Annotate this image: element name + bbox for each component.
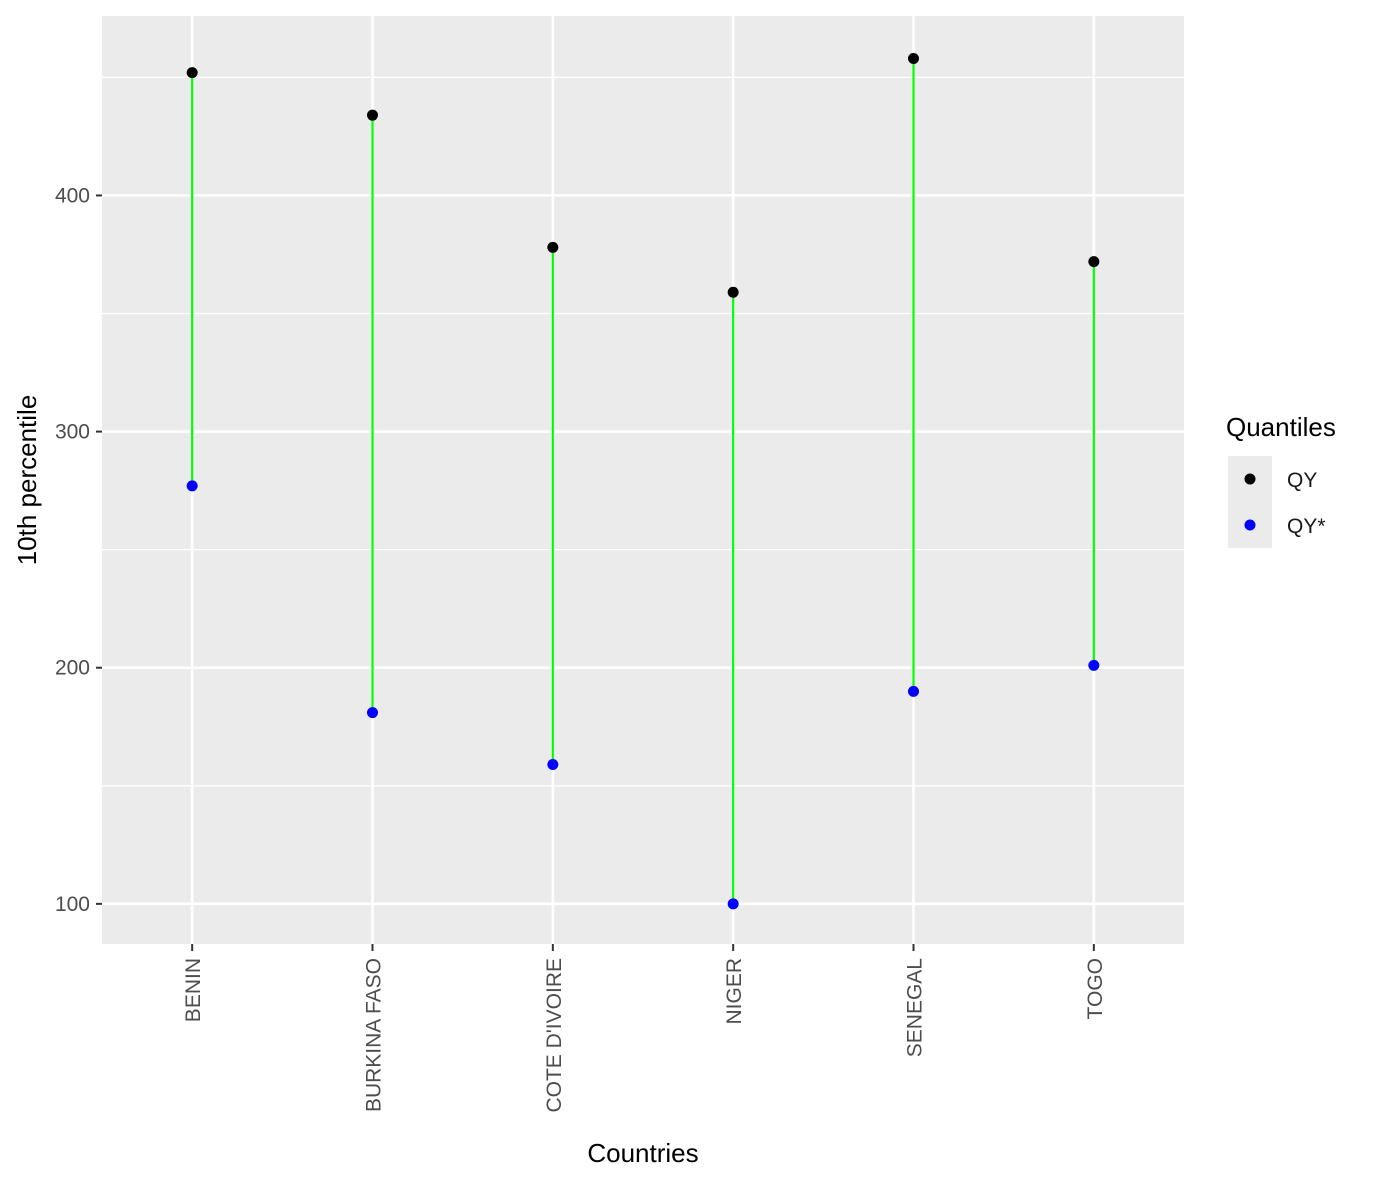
x-tick-label: TOGO	[1084, 958, 1107, 1019]
point-qy-benin	[186, 480, 198, 492]
point-qy-burkina-faso	[367, 707, 378, 719]
point-qy-cote-d-ivoire	[547, 759, 559, 771]
x-tick-label: NIGER	[723, 958, 746, 1025]
plot-panel	[102, 16, 1184, 944]
y-tick-label: 100	[55, 893, 90, 916]
legend-label: QY	[1287, 469, 1317, 492]
x-axis: BENIN BURKINA FASO COTE D'IVOIRE NIGER SENEG…	[182, 944, 1107, 1113]
legend-key-background	[1228, 456, 1272, 548]
point-qy-togo	[1088, 256, 1100, 268]
y-axis-title: 10th percentile	[12, 395, 42, 566]
data-points	[186, 53, 1100, 910]
legend-entries: QY QY*	[1244, 469, 1326, 538]
legend-label: QY*	[1287, 515, 1326, 538]
minor-gridlines	[102, 76, 1184, 787]
legend-key	[1244, 473, 1256, 485]
x-axis-title: Countries	[587, 1138, 698, 1168]
x-tick-label: BURKINA FASO	[363, 958, 386, 1112]
legend-key	[1244, 519, 1256, 531]
point-qy-cote-d-ivoire	[547, 241, 559, 253]
point-qy-niger	[727, 898, 739, 910]
dumbbell-segments	[191, 58, 1095, 904]
point-qy-niger	[727, 286, 739, 298]
legend: Quantiles QY QY*	[1226, 412, 1336, 548]
y-tick-label: 400	[55, 184, 90, 207]
y-tick-label: 200	[55, 657, 90, 680]
legend-title: Quantiles	[1226, 412, 1336, 442]
y-tick-label: 300	[55, 421, 90, 444]
point-qy-burkina-faso	[367, 109, 378, 121]
y-axis: 100 200 300 400	[55, 184, 102, 916]
point-qy-senegal	[908, 685, 919, 697]
x-tick-label: SENEGAL	[904, 958, 927, 1057]
point-qy-benin	[186, 67, 198, 79]
x-tick-label: COTE D'IVOIRE	[543, 958, 566, 1113]
point-qy-senegal	[908, 53, 919, 65]
point-qy-togo	[1088, 659, 1100, 671]
x-tick-label: BENIN	[182, 958, 205, 1022]
